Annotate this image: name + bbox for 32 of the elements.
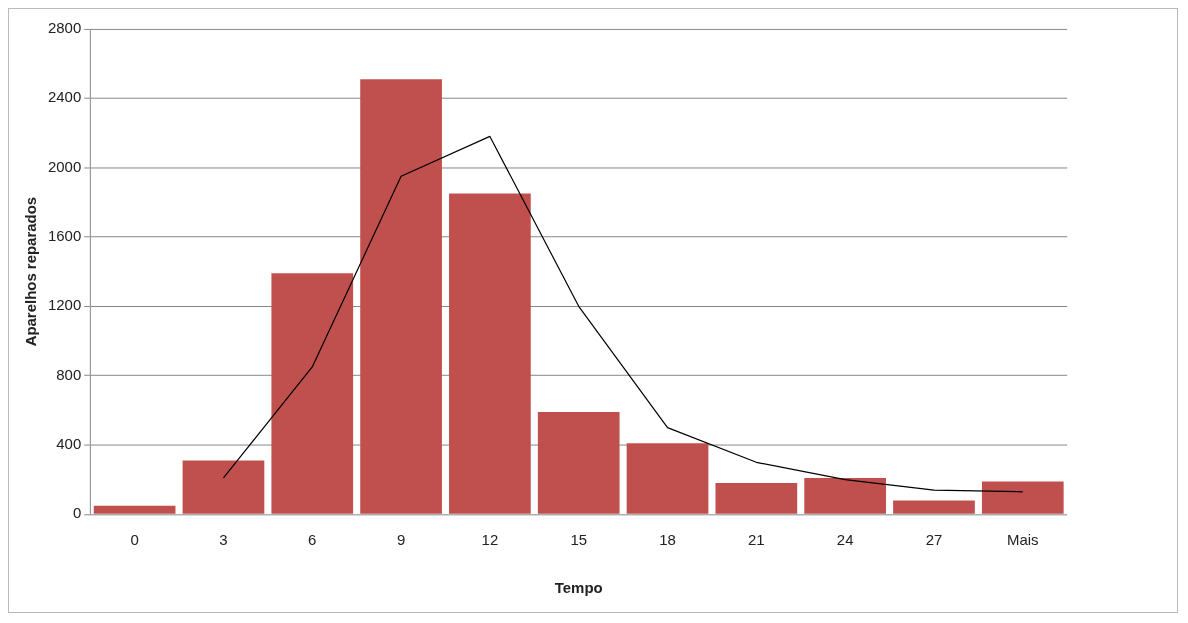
y-tick-label: 1200 [47,296,82,314]
x-tick-label: 18 [659,531,676,549]
bar [804,477,887,514]
x-tick-label: 9 [396,531,406,549]
bar [449,193,531,514]
x-tick-label: 21 [748,531,765,549]
bar [182,460,265,514]
bar [93,505,176,514]
x-tick-label: 24 [836,531,854,549]
x-tick-label: 6 [308,531,317,549]
bar [893,500,975,514]
bar [626,443,709,514]
bar [715,483,798,514]
x-tick-label: Mais [1006,531,1039,549]
y-axis-title: Aparelhos reparados [22,196,40,347]
y-tick-label: 400 [56,435,82,453]
x-axis-title: Tempo [554,579,603,597]
bar [537,412,620,514]
y-tick-label: 800 [56,365,82,383]
y-tick-label: 2800 [47,19,82,37]
x-tick-label: 3 [219,531,228,549]
x-tick-label: 27 [925,531,943,549]
y-tick-label: 0 [72,504,82,522]
bar [360,79,442,514]
y-tick-label: 2000 [47,157,82,175]
bar [271,273,354,514]
bar [981,481,1064,514]
y-tick-label: 2400 [47,88,82,106]
x-tick-label: 12 [481,531,499,549]
y-tick-label: 1600 [47,227,82,245]
x-tick-label: 15 [570,531,588,549]
x-tick-label: 0 [130,531,139,549]
